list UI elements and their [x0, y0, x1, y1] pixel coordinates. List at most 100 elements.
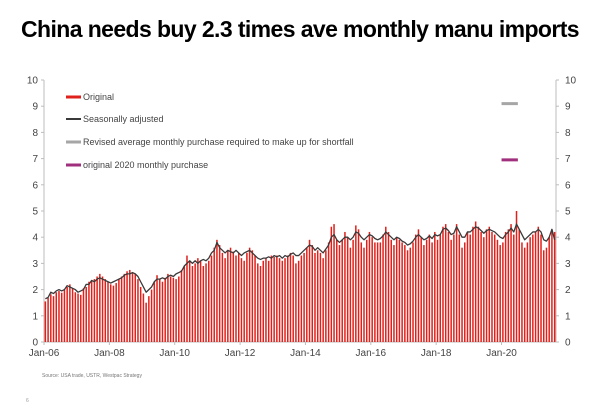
original-bar	[232, 251, 235, 342]
original-bar	[474, 221, 477, 342]
original-bar	[278, 258, 281, 342]
original-bar	[186, 255, 188, 342]
original-bar	[265, 258, 267, 342]
y-tick-right-label: 0	[565, 338, 571, 349]
original-bar	[363, 247, 365, 342]
original-bar	[197, 258, 199, 342]
original-bar	[47, 297, 49, 342]
original-bar	[178, 276, 180, 342]
original-bar	[491, 231, 493, 342]
original-bar	[58, 290, 60, 342]
original-bar	[477, 226, 480, 342]
y-tick-left-label: 3	[32, 259, 38, 270]
original-bar	[251, 250, 254, 342]
original-bar	[284, 258, 286, 342]
y-tick-right-label: 6	[565, 180, 571, 191]
original-bar	[287, 255, 289, 342]
original-bar	[129, 269, 131, 342]
original-bar	[425, 239, 428, 342]
original-bar	[442, 226, 444, 342]
original-bar	[202, 266, 205, 342]
chart-legend: Original Seasonally adjusted Revised avera…	[66, 92, 354, 170]
original-bar	[540, 234, 542, 342]
original-bar	[330, 226, 333, 342]
original-bar	[148, 296, 150, 342]
chart-title: China needs buy 2.3 times ave monthly ma…	[21, 16, 580, 42]
source-note: Source: USA trade, USTR, Westpac Strateg…	[42, 373, 142, 379]
original-bar	[289, 252, 292, 342]
original-bar	[523, 247, 526, 342]
legend-label-original_2020: original 2020 monthly purchase	[83, 160, 208, 170]
original-bar	[336, 239, 338, 342]
y-tick-right-label: 1	[565, 311, 571, 322]
original-bar	[164, 277, 166, 342]
original-bar	[175, 279, 177, 342]
original-bar	[221, 252, 224, 342]
original-bar	[88, 281, 90, 342]
original-bar	[142, 293, 145, 342]
original-bar	[374, 242, 376, 342]
original-bar	[69, 284, 71, 342]
legend-label-original: Original	[83, 92, 114, 102]
original-bar	[382, 234, 384, 342]
original-bar	[199, 260, 202, 342]
original-bar	[139, 286, 142, 342]
original-bar	[483, 237, 485, 342]
original-bar	[188, 260, 191, 342]
original-bar	[229, 247, 232, 342]
original-bar	[387, 231, 390, 342]
y-tick-left-label: 9	[32, 102, 38, 113]
original-bar	[297, 260, 300, 342]
original-bar	[447, 231, 450, 342]
original-bar	[109, 284, 112, 342]
original-bar	[308, 239, 311, 342]
original-bar	[325, 250, 327, 342]
original-bar	[534, 231, 537, 342]
original-bar	[357, 229, 360, 342]
original-bar	[169, 276, 172, 342]
original-bar	[104, 279, 107, 342]
original-bar	[273, 256, 275, 342]
x-tick-label: Jan-08	[94, 348, 125, 359]
original-bar	[455, 224, 458, 342]
original-bar	[548, 237, 550, 342]
original-bar	[159, 279, 161, 342]
page-number: 6	[26, 398, 29, 404]
x-tick-label: Jan-06	[29, 348, 60, 359]
original-bar	[240, 258, 243, 342]
original-bar	[115, 283, 117, 342]
original-bar	[393, 245, 395, 342]
original-bar	[101, 276, 104, 342]
original-bar	[80, 294, 82, 342]
original-bar	[434, 231, 436, 342]
original-bar	[376, 242, 379, 342]
y-tick-right-label: 8	[565, 128, 571, 139]
original-bar	[409, 247, 412, 342]
original-bar	[145, 302, 147, 342]
original-bar	[112, 285, 115, 342]
original-bar	[216, 239, 218, 342]
original-bar	[248, 247, 251, 342]
original-bar	[77, 293, 79, 342]
original-bar	[485, 229, 488, 342]
y-tick-left-label: 10	[27, 76, 39, 87]
original-bar	[545, 247, 548, 342]
original-bar	[398, 239, 401, 342]
original-bar	[60, 292, 63, 342]
original-bar	[537, 226, 540, 342]
original-bar	[218, 245, 221, 342]
original-bar	[346, 237, 349, 342]
original-bar	[420, 237, 422, 342]
x-tick-label: Jan-20	[486, 348, 517, 359]
original-bar	[401, 242, 403, 342]
original-bar	[526, 242, 529, 342]
original-bar	[553, 231, 556, 342]
original-bar	[213, 247, 215, 342]
original-bar	[532, 234, 534, 342]
original-bar	[461, 247, 463, 342]
original-bar	[428, 234, 431, 342]
original-bar	[118, 279, 120, 342]
original-bar	[55, 292, 58, 342]
original-bar	[319, 252, 322, 342]
x-tick-label: Jan-18	[421, 348, 452, 359]
